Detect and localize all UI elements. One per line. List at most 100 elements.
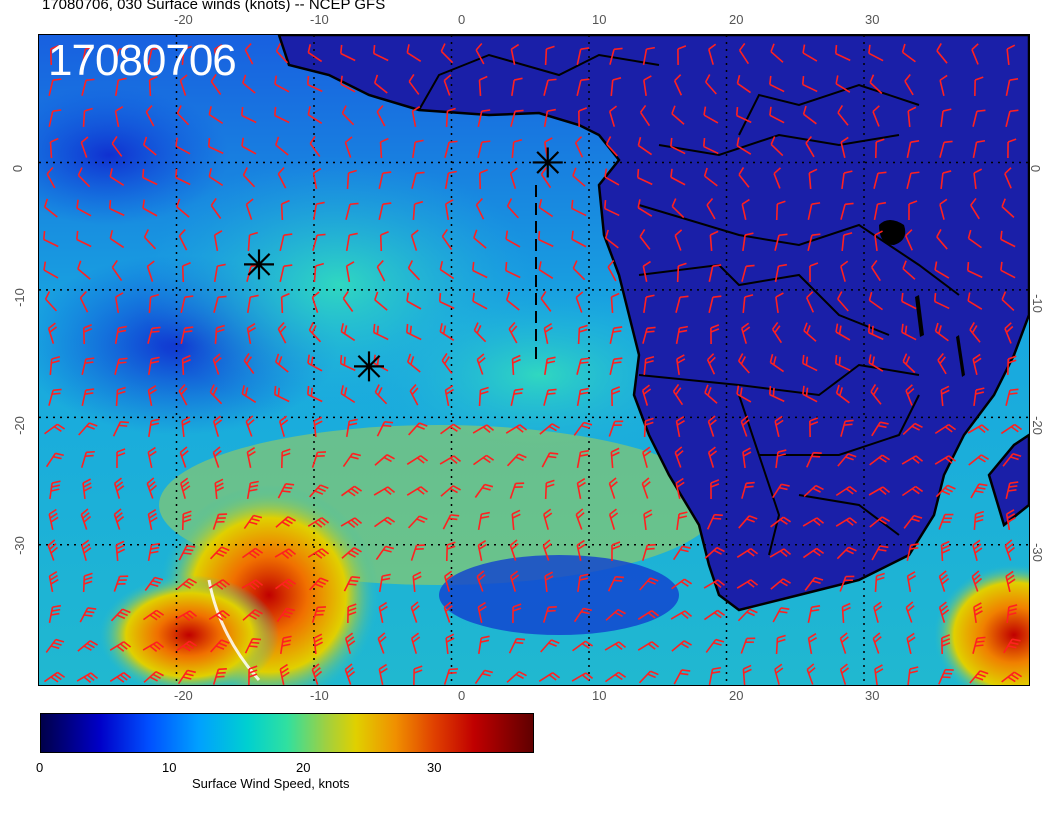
- wind-field: [39, 85, 229, 225]
- wind-barb: [181, 416, 191, 438]
- wind-barb: [279, 233, 293, 251]
- wind-barb: [1007, 138, 1017, 159]
- wind-barb: [512, 603, 522, 624]
- colorbar-tick: 30: [427, 760, 442, 775]
- wind-barb: [576, 78, 590, 96]
- wind-barb: [342, 452, 362, 468]
- wind-barb: [147, 47, 161, 65]
- lake: [956, 335, 965, 377]
- wind-barb: [1002, 452, 1022, 467]
- wind-barbs: [42, 42, 1023, 685]
- wind-barb: [836, 546, 857, 560]
- wind-barb: [802, 354, 818, 372]
- wind-barb: [44, 423, 66, 435]
- wind-barb: [246, 294, 259, 314]
- wind-barb: [608, 420, 624, 437]
- wind-barb: [674, 229, 683, 251]
- wind-barb: [802, 517, 825, 527]
- wind-barb: [344, 632, 356, 654]
- colorbar-tick: 20: [296, 760, 311, 775]
- wind-barb: [208, 610, 231, 621]
- wind-barb: [374, 291, 388, 311]
- wind-barb: [212, 668, 227, 685]
- wind-barb: [473, 322, 487, 343]
- wind-barb: [807, 633, 818, 655]
- wind-barb: [212, 353, 222, 375]
- wind-barb: [873, 601, 883, 623]
- station-marker: [354, 351, 384, 382]
- wind-barb: [178, 384, 188, 406]
- wind-barb: [940, 170, 952, 190]
- wind-barb: [176, 198, 190, 218]
- wind-barb: [143, 670, 164, 683]
- wind-barb: [802, 385, 818, 403]
- wind-barb: [874, 664, 884, 685]
- wind-barb: [110, 608, 131, 622]
- wind-barb: [807, 233, 821, 251]
- wind-barb: [114, 357, 128, 375]
- wind-barb: [803, 322, 817, 342]
- wind-barb: [378, 171, 392, 189]
- lat-tick-right: 0: [1028, 164, 1044, 173]
- wind-barb: [670, 168, 686, 186]
- wind-barb: [807, 605, 821, 623]
- lon-tick-bottom: -10: [310, 688, 329, 703]
- wind-barb: [280, 292, 290, 314]
- wind-barb: [511, 509, 521, 531]
- wind-barb: [80, 508, 92, 530]
- wind-barb: [345, 418, 358, 438]
- lat-tick-left: -20: [11, 416, 27, 435]
- wind-barb: [609, 47, 623, 65]
- wind-barb: [972, 109, 986, 127]
- wind-barb: [443, 668, 458, 685]
- wind-barb: [938, 668, 954, 685]
- wind-barb: [571, 199, 587, 217]
- wind-barb: [406, 292, 422, 310]
- wind-barb: [835, 517, 858, 527]
- wind-barb: [971, 43, 979, 65]
- wind-barb: [439, 261, 455, 280]
- wind-barb: [907, 106, 917, 128]
- wind-barb: [609, 357, 623, 375]
- wind-barb: [543, 108, 556, 128]
- lake: [915, 295, 924, 337]
- wind-barb: [242, 167, 256, 188]
- wind-barb: [505, 230, 521, 248]
- wind-barb: [178, 229, 188, 251]
- wind-barb: [506, 453, 527, 467]
- wind-barb: [278, 415, 289, 437]
- wind-barb: [242, 547, 264, 559]
- wind-barb: [144, 576, 164, 591]
- wind-barb: [46, 166, 56, 189]
- wind-barb: [407, 515, 428, 529]
- wind-barb: [82, 107, 93, 128]
- wind-barb: [841, 170, 853, 190]
- wind-barb: [604, 229, 619, 249]
- wind-barb: [473, 229, 487, 249]
- wind-barb: [576, 477, 586, 500]
- wind-barb: [708, 295, 722, 313]
- wind-barb: [837, 453, 857, 467]
- wind-barb: [671, 198, 685, 219]
- wind-barb: [1000, 261, 1016, 279]
- wind-barb: [410, 544, 426, 561]
- wind-barb: [544, 356, 556, 376]
- wind-field: [439, 555, 679, 635]
- wind-barb: [671, 578, 693, 590]
- wind-barb: [772, 483, 790, 499]
- lat-tick-right: -20: [1029, 416, 1045, 435]
- wind-barb: [406, 455, 429, 465]
- lon-tick-top: 30: [865, 12, 880, 27]
- wind-barb: [873, 201, 887, 221]
- wind-barb: [704, 384, 718, 404]
- wind-barb: [906, 171, 920, 189]
- wind-barb: [309, 577, 329, 591]
- wind-barb: [808, 168, 818, 190]
- wind-barb: [972, 139, 986, 159]
- wind-barb: [934, 423, 957, 435]
- wind-barb: [142, 641, 165, 653]
- wind-barb: [312, 233, 326, 251]
- wind-barb: [175, 137, 191, 155]
- wind-barb: [378, 573, 391, 593]
- wind-barb: [576, 539, 586, 561]
